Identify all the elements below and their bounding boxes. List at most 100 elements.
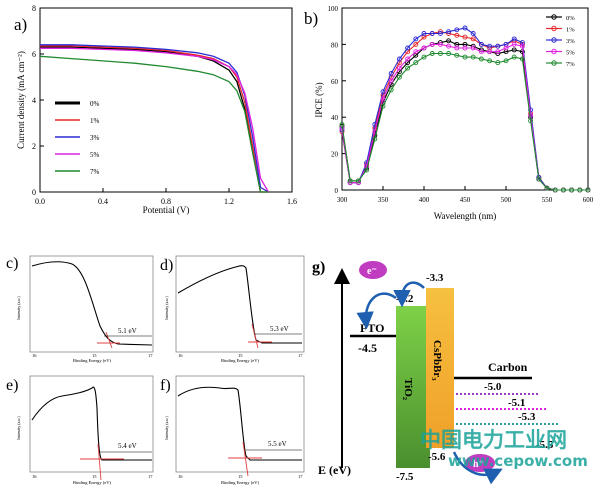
panel-b-data-point	[470, 45, 476, 51]
xps-e-value: 5.4 eV	[118, 442, 137, 450]
xps-d-label: d)	[160, 257, 173, 274]
panel-a-legend-label: 3%	[90, 134, 100, 142]
xps-e-xlabel: Binding Energy (eV)	[73, 480, 111, 485]
electron-badge	[359, 261, 387, 279]
xps-c-value: 5.1 eV	[118, 327, 137, 335]
panel-b-data-point	[511, 41, 517, 47]
xps-panels: c) 5.1 eV Intensity (a.u.) Binding Energ…	[6, 255, 305, 485]
xps-c-xlabel: Binding Energy (eV)	[73, 358, 111, 363]
panel-b-data-point	[446, 38, 452, 44]
xps-e-curve	[31, 386, 152, 461]
panel-a-xlabel: Potential (V)	[143, 205, 190, 215]
panel-b-data-point	[470, 36, 476, 42]
panel-b-data-point	[429, 31, 435, 36]
panel-b-data-point	[495, 60, 501, 66]
panel-b-data-point	[495, 43, 501, 49]
xps-f-tick-17: 17	[298, 474, 303, 479]
panel-b-label: b)	[304, 9, 318, 28]
xps-d-ylabel: Intensity (a.u.)	[164, 296, 169, 320]
panel-b-legend: 0% 1% 3% 5% 7%	[546, 14, 575, 68]
xps-e-label: e)	[6, 377, 18, 394]
xps-c-curve	[31, 261, 153, 346]
panel-b-xtick-label: 500	[501, 196, 512, 204]
xps-f-ylabel: Intensity (a.u.)	[164, 416, 169, 440]
panel-a-label: a)	[14, 15, 27, 34]
electron-transfer-arrow-1	[393, 281, 425, 308]
hole-badge	[465, 454, 495, 472]
panel-b-data-point	[380, 103, 386, 109]
xps-f-frame	[175, 375, 305, 473]
tio2-cb-value: -4.2	[396, 293, 414, 305]
tio2-label: TiO₂	[402, 378, 414, 401]
xps-f-xlabel: Binding Energy (eV)	[221, 480, 259, 485]
hole-transfer-arrow	[452, 451, 503, 485]
panel-b-data-point	[577, 187, 583, 193]
tio2-vb-value: -7.5	[396, 471, 414, 483]
panel-a-axes: 0.0 0.4 0.8 1.2 1.6 0 2 4 6 8	[32, 4, 297, 206]
panel-g-band-diagram: g) E (eV) FTO -4.5 TiO₂ -4.2 -7.5 CsPbBr…	[312, 259, 558, 485]
panel-b-data-point	[519, 56, 525, 62]
panel-b-legend-label: 7%	[566, 61, 575, 68]
panel-b-data-point	[470, 31, 476, 36]
panel-b-data-point	[446, 43, 452, 49]
panel-b-legend-marker	[551, 25, 557, 32]
panel-a-ytick-label: 4	[32, 96, 36, 105]
panel-b-data-point	[503, 58, 509, 64]
panel-a-ytick-label: 8	[32, 4, 36, 13]
cspbbr3-cb-value: -3.3	[426, 272, 444, 284]
panel-b-axes: 300 350 400 450 500 550 600 0 20 40 60 80 100	[328, 5, 594, 204]
panel-b-data-point	[364, 167, 370, 173]
panel-b-ylabel: IPCE (%)	[314, 82, 324, 117]
xps-e-tick-16: 16	[32, 474, 37, 479]
panel-b-data-point	[339, 122, 345, 127]
panel-a-ytick-label: 2	[32, 142, 36, 151]
panel-b-ytick-label: 40	[331, 114, 339, 122]
panel-a-series-line-3pct	[40, 44, 269, 193]
panel-b-data-point	[462, 54, 468, 60]
xps-c-label: c)	[6, 255, 18, 272]
panel-b-legend-label: 3%	[566, 38, 575, 45]
panel-b-xtick-label: 550	[542, 196, 553, 204]
panel-b-xtick-label: 400	[419, 196, 430, 204]
panel-b-data-point	[372, 136, 378, 142]
level-value-5-3: -5.3	[518, 411, 536, 423]
electron-symbol: e⁻	[367, 266, 377, 277]
panel-b-legend-label: 1%	[566, 27, 575, 34]
panel-a-ylabel: Current density (mA cm⁻²)	[16, 51, 26, 149]
xps-c-tick-17: 17	[148, 353, 153, 358]
xps-panel-f: f) 5.5 eV Intensity (a.u.) Binding Energ…	[160, 375, 305, 485]
panel-b-data-point	[487, 58, 493, 64]
panel-b-data-point	[421, 45, 427, 51]
panel-b-ytick-label: 60	[331, 78, 339, 86]
panel-a-ytick-label: 0	[32, 188, 36, 197]
panel-b-data-point	[470, 54, 476, 60]
panel-b-data-point	[388, 71, 394, 76]
xps-c-frame	[29, 255, 154, 353]
panel-b-ipce-chart: b) IPCE (%) 300 350 400 450 500 550 600 0 20 40 60…	[304, 5, 594, 221]
panel-b-ytick-label: 20	[331, 151, 339, 159]
panel-b-xtick-label: 350	[378, 196, 389, 204]
panel-b-data-point	[528, 118, 534, 124]
panel-b-data-point	[396, 74, 402, 80]
xps-f-tick-16: 16	[178, 474, 183, 479]
panel-b-series-line-3pct	[341, 27, 588, 191]
carbon-label: Carbon	[488, 360, 528, 374]
panel-b-data-point	[462, 34, 468, 40]
xps-c-tick-15: 15	[92, 353, 97, 358]
panel-b-data-point	[487, 43, 493, 49]
panel-b-data-point	[380, 89, 386, 95]
panel-b-data-point	[429, 51, 435, 56]
panel-a-ytick-label: 6	[32, 50, 36, 59]
xps-e-edge-fit	[97, 443, 102, 481]
xps-e-tick-17: 17	[148, 474, 153, 479]
panel-b-data-point	[405, 65, 411, 71]
xps-f-curve	[177, 386, 302, 461]
panel-b-data-point	[454, 32, 460, 38]
panel-b-data-point	[380, 96, 386, 102]
panel-b-data-point	[511, 54, 517, 60]
panel-a-series-line-7pct	[39, 55, 269, 193]
panel-b-data-point	[560, 187, 566, 193]
xps-c-edge-fit	[105, 331, 113, 349]
carbon-level-value: -5.0	[484, 381, 502, 393]
cspbbr3-vb-value: -5.6	[428, 451, 446, 463]
